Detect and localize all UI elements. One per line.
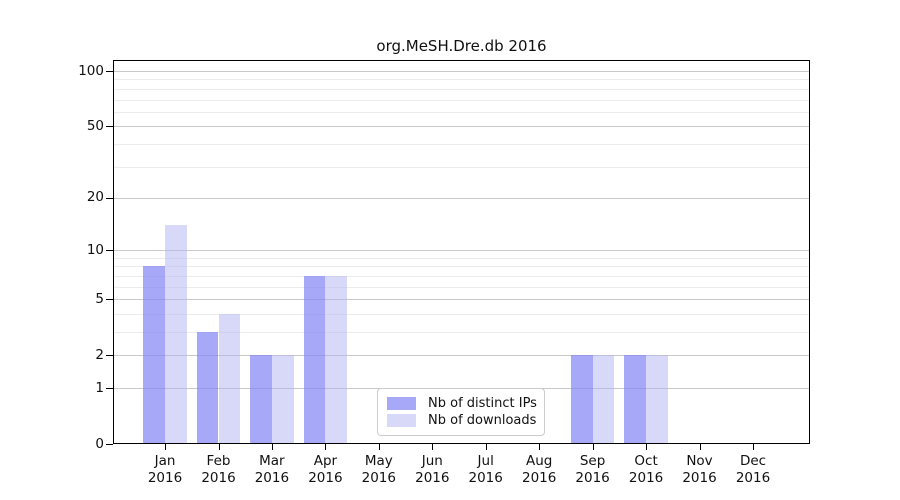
bar-downloads xyxy=(646,355,668,444)
y-axis-tick xyxy=(106,250,113,252)
y-axis-tick xyxy=(106,444,113,445)
bar-distinct-ips xyxy=(250,355,272,444)
bar-distinct-ips xyxy=(570,355,593,444)
minor-gridline xyxy=(113,286,810,288)
x-tick-label: Sep 2016 xyxy=(575,453,610,486)
x-axis-tick xyxy=(753,444,754,450)
legend-swatch-downloads xyxy=(387,414,416,427)
minor-gridline xyxy=(113,99,810,101)
legend-label-distinct-ips: Nb of distinct IPs xyxy=(428,395,537,411)
legend: Nb of distinct IPs Nb of downloads xyxy=(377,388,545,436)
y-axis-tick xyxy=(106,388,113,389)
y-tick-label: 100 xyxy=(78,62,104,79)
major-gridline xyxy=(113,355,810,357)
x-axis-tick xyxy=(592,444,594,450)
chart-title: org.MeSH.Dre.db 2016 xyxy=(376,37,547,55)
x-tick-label: Jul 2016 xyxy=(468,453,503,486)
minor-gridline xyxy=(113,111,810,113)
bar-distinct-ips xyxy=(624,355,647,444)
x-tick-label: Oct 2016 xyxy=(628,453,664,486)
x-tick-label: Aug 2016 xyxy=(522,453,557,486)
y-axis-tick xyxy=(106,355,113,357)
y-axis-tick xyxy=(106,71,113,72)
bar-downloads xyxy=(325,275,348,444)
x-tick-label: Feb 2016 xyxy=(201,453,236,486)
y-tick-label: 0 xyxy=(95,435,104,452)
bar-distinct-ips xyxy=(143,266,165,444)
y-tick-label: 10 xyxy=(86,241,104,258)
minor-gridline xyxy=(113,257,810,259)
y-axis-tick xyxy=(106,197,113,199)
x-axis-tick xyxy=(485,444,487,450)
major-gridline xyxy=(113,126,810,128)
x-tick-label: Apr 2016 xyxy=(308,453,343,486)
y-axis-tick xyxy=(106,299,113,301)
legend-swatch-distinct-ips xyxy=(387,397,416,410)
y-tick-label: 20 xyxy=(86,189,104,206)
x-axis-tick xyxy=(432,444,434,450)
minor-gridline xyxy=(113,275,810,277)
minor-gridline xyxy=(113,79,810,81)
bar-downloads xyxy=(218,313,241,444)
x-axis-tick xyxy=(165,444,166,450)
minor-gridline xyxy=(113,166,810,168)
major-gridline xyxy=(113,299,810,301)
legend-item-distinct-ips: Nb of distinct IPs xyxy=(387,395,537,412)
y-tick-label: 1 xyxy=(95,379,104,396)
y-tick-label: 50 xyxy=(86,117,104,134)
x-tick-label: Dec 2016 xyxy=(735,453,771,486)
x-axis-tick xyxy=(271,444,273,450)
x-axis-tick xyxy=(218,444,220,450)
x-tick-label: Nov 2016 xyxy=(682,453,717,486)
bar-downloads xyxy=(165,225,187,444)
major-gridline xyxy=(113,197,810,199)
x-tick-label: Mar 2016 xyxy=(254,453,290,486)
x-axis-tick xyxy=(325,444,327,450)
bar-distinct-ips xyxy=(196,332,219,444)
x-axis-tick xyxy=(378,444,380,450)
legend-item-downloads: Nb of downloads xyxy=(387,412,537,429)
bar-downloads xyxy=(592,355,615,444)
minor-gridline xyxy=(113,88,810,90)
bar-downloads xyxy=(271,355,294,444)
minor-gridline xyxy=(113,332,810,333)
x-tick-label: Jan 2016 xyxy=(147,453,183,486)
y-tick-label: 5 xyxy=(95,290,104,307)
plot-area xyxy=(113,60,810,444)
y-tick-label: 2 xyxy=(95,346,104,363)
minor-gridline xyxy=(113,143,810,145)
major-gridline xyxy=(113,250,810,252)
bar-distinct-ips xyxy=(303,275,326,444)
y-axis-tick xyxy=(106,126,113,128)
legend-label-downloads: Nb of downloads xyxy=(428,412,537,428)
minor-gridline xyxy=(113,266,810,268)
x-axis-tick xyxy=(539,444,541,450)
x-axis-tick xyxy=(699,444,701,450)
x-tick-label: May 2016 xyxy=(361,453,396,486)
minor-gridline xyxy=(113,313,810,315)
major-gridline xyxy=(113,71,810,72)
x-tick-label: Jun 2016 xyxy=(415,453,450,486)
x-axis-tick xyxy=(646,444,648,450)
